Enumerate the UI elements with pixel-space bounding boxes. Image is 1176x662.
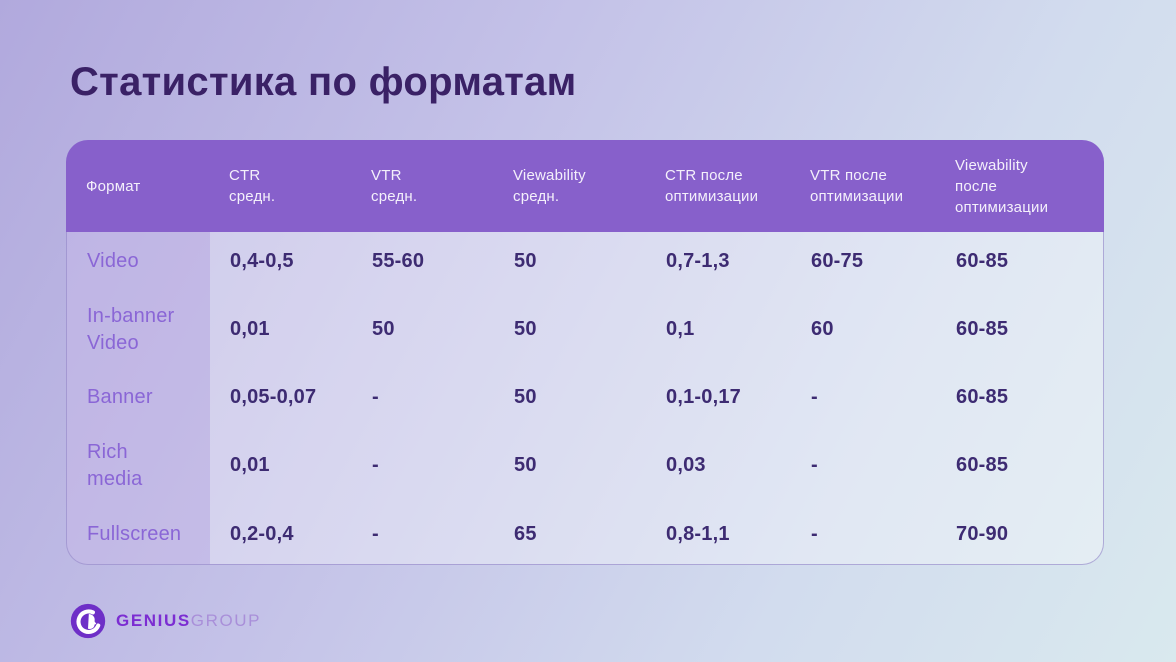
data-cell: - (811, 386, 818, 408)
table-row: Banner 0,05-0,07 - 50 0,1-0,17 - 60-85 (67, 368, 1103, 427)
table-body: Video 0,4-0,5 55-60 50 0,7-1,3 60-75 60-… (66, 232, 1104, 565)
data-cell: - (372, 522, 379, 545)
data-cell: 0,2-0,4 (230, 522, 294, 545)
data-cell: 70-90 (956, 522, 1009, 545)
data-cell: 50 (514, 386, 537, 408)
data-cell: 60-75 (811, 250, 864, 272)
column-header-viewability-opt: Viewability после оптимизации (955, 156, 1049, 216)
column-header-format: Формат (86, 177, 141, 195)
data-cell: 50 (514, 454, 537, 476)
table-header-row: Формат CTR средн. VTR средн. Viewability… (66, 140, 1104, 232)
data-cell: 60 (811, 318, 834, 340)
data-cell: 0,05-0,07 (230, 386, 317, 408)
logo: GENIUSGROUP (70, 603, 261, 639)
data-cell: - (811, 454, 818, 476)
data-cell: 60-85 (956, 318, 1009, 340)
data-cell: 60-85 (956, 386, 1009, 408)
table-row: In-banner Video 0,01 50 50 0,1 60 60-85 (67, 291, 1103, 368)
data-cell: 55-60 (372, 250, 425, 272)
data-cell: 0,4-0,5 (230, 250, 294, 272)
data-cell: - (811, 522, 818, 545)
format-cell: In-banner Video (67, 291, 210, 368)
column-header-ctr-opt: CTR после оптимизации (665, 167, 759, 205)
page-title: Статистика по форматам (70, 60, 577, 104)
data-cell: 0,03 (666, 454, 706, 476)
format-cell: Banner (67, 368, 210, 427)
data-cell: 0,01 (230, 454, 270, 476)
column-header-ctr-avg: CTR средн. (229, 167, 276, 205)
data-cell: - (372, 386, 379, 408)
logo-text: GENIUSGROUP (116, 611, 261, 631)
format-cell: Video (67, 232, 210, 291)
data-cell: 0,8-1,1 (666, 522, 730, 545)
data-cell: 65 (514, 522, 537, 545)
data-cell: 50 (372, 318, 395, 340)
data-cell: 50 (514, 318, 537, 340)
logo-text-primary: GENIUS (116, 611, 191, 630)
table-row: Fullscreen 0,2-0,4 - 65 0,8-1,1 - 70-90 (67, 504, 1103, 564)
logo-text-secondary: GROUP (190, 611, 262, 630)
formats-table: Формат CTR средн. VTR средн. Viewability… (66, 140, 1104, 565)
data-cell: 0,7-1,3 (666, 250, 730, 272)
format-cell: Fullscreen (67, 504, 210, 564)
data-cell: 60-85 (956, 454, 1009, 476)
genius-group-logo-icon (70, 603, 106, 639)
data-cell: 0,01 (230, 318, 270, 340)
table-row: Rich media 0,01 - 50 0,03 - 60-85 (67, 427, 1103, 504)
column-header-vtr-opt: VTR после оптимизации (810, 167, 904, 205)
data-cell: 50 (514, 250, 537, 272)
column-header-viewability-avg: Viewability средн. (513, 167, 586, 205)
data-cell: 0,1-0,17 (666, 386, 741, 408)
table-row: Video 0,4-0,5 55-60 50 0,7-1,3 60-75 60-… (67, 232, 1103, 291)
data-cell: 0,1 (666, 318, 695, 340)
data-cell: - (372, 454, 379, 476)
format-cell: Rich media (67, 427, 210, 504)
data-cell: 60-85 (956, 250, 1009, 272)
column-header-vtr-avg: VTR средн. (371, 167, 418, 205)
